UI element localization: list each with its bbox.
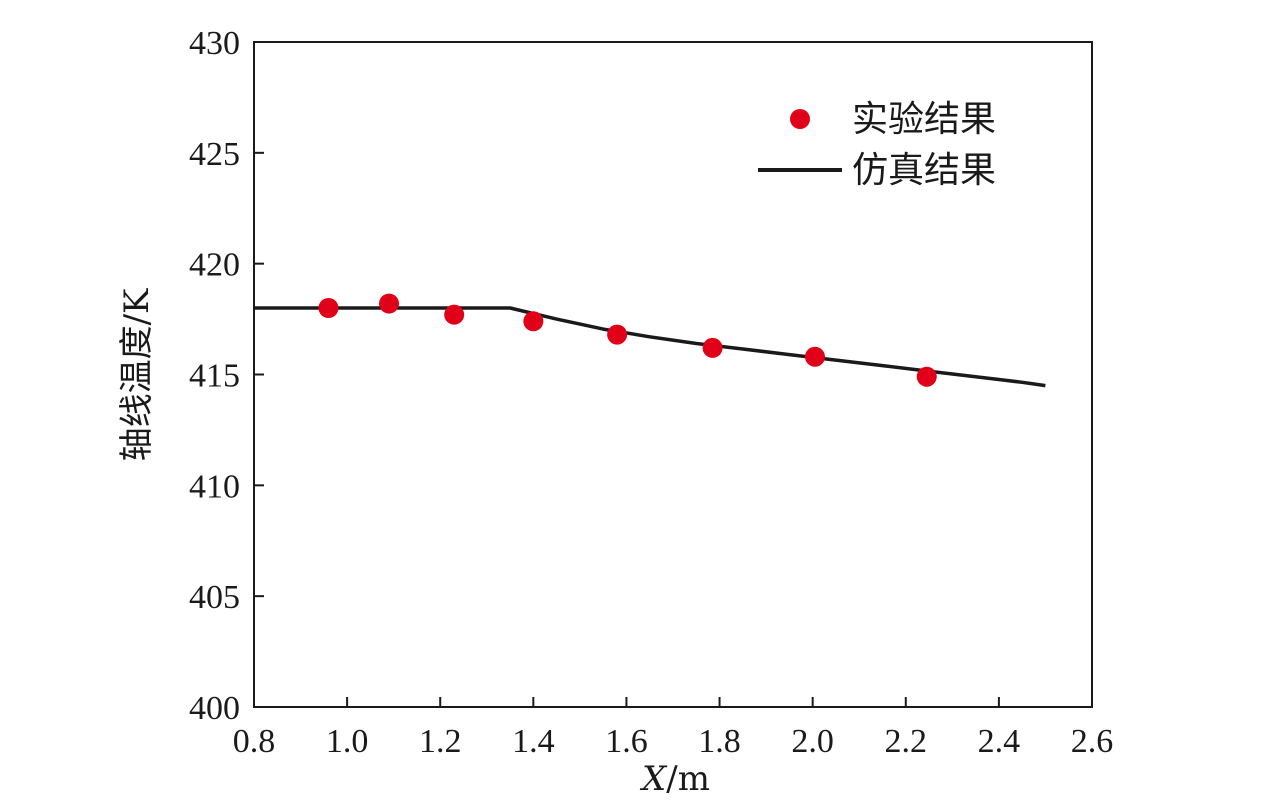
y-axis-title: 轴线温度/K <box>117 288 157 461</box>
x-tick-label: 1.8 <box>698 723 741 760</box>
legend-marker-scatter <box>790 109 810 129</box>
experiment-point <box>523 311 544 332</box>
y-tick-label: 405 <box>189 579 240 616</box>
experiment-point <box>444 304 465 325</box>
y-tick-label: 415 <box>189 358 240 395</box>
y-tick-label: 425 <box>189 136 240 173</box>
simulation-line <box>254 306 1046 388</box>
experiment-point <box>702 337 723 358</box>
x-tick-label: 1.2 <box>419 723 462 760</box>
experiment-point <box>804 346 825 367</box>
x-tick-label: 1.6 <box>605 723 648 760</box>
x-tick-label: 2.2 <box>885 723 928 760</box>
x-tick-label: 2.6 <box>1071 723 1114 760</box>
y-tick-label: 430 <box>189 25 240 62</box>
x-tick-label: 1.0 <box>326 723 369 760</box>
experiment-point <box>607 324 628 345</box>
experiment-point <box>916 366 937 387</box>
experiment-point <box>379 293 400 314</box>
y-tick-label: 400 <box>189 690 240 727</box>
x-axis-title: X/m <box>639 759 710 799</box>
legend: 实验结果 仿真结果 <box>758 99 996 191</box>
y-axis-ticks: 400 405 410 415 420 425 430 <box>189 25 264 727</box>
x-tick-label: 2.4 <box>978 723 1021 760</box>
y-tick-label: 410 <box>189 468 240 505</box>
y-tick-label: 420 <box>189 247 240 284</box>
x-tick-label: 2.0 <box>791 723 834 760</box>
x-tick-label: 0.8 <box>233 723 276 760</box>
x-tick-label: 1.4 <box>512 723 555 760</box>
series-layer <box>254 293 1046 388</box>
legend-label-scatter: 实验结果 <box>852 99 996 140</box>
x-axis-ticks: 0.8 1.0 1.2 1.4 1.6 1.8 2.0 2.2 2.4 2.6 <box>233 697 1114 760</box>
legend-label-line: 仿真结果 <box>852 150 996 191</box>
experiment-point <box>318 298 339 318</box>
